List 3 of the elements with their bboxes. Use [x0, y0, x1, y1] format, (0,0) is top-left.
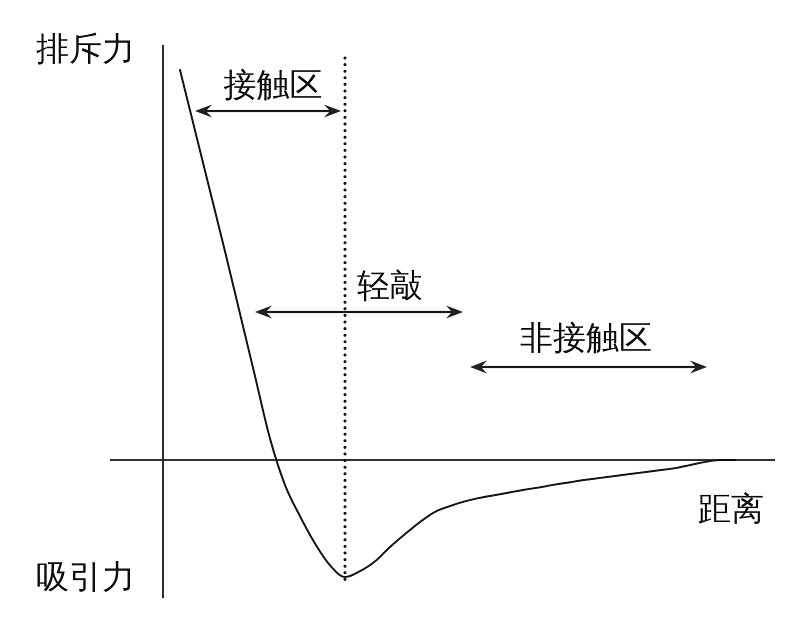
- ylabel: 排斥力: [36, 29, 135, 68]
- xlabel: 距离: [698, 489, 764, 528]
- annotation: 吸引力: [36, 557, 135, 596]
